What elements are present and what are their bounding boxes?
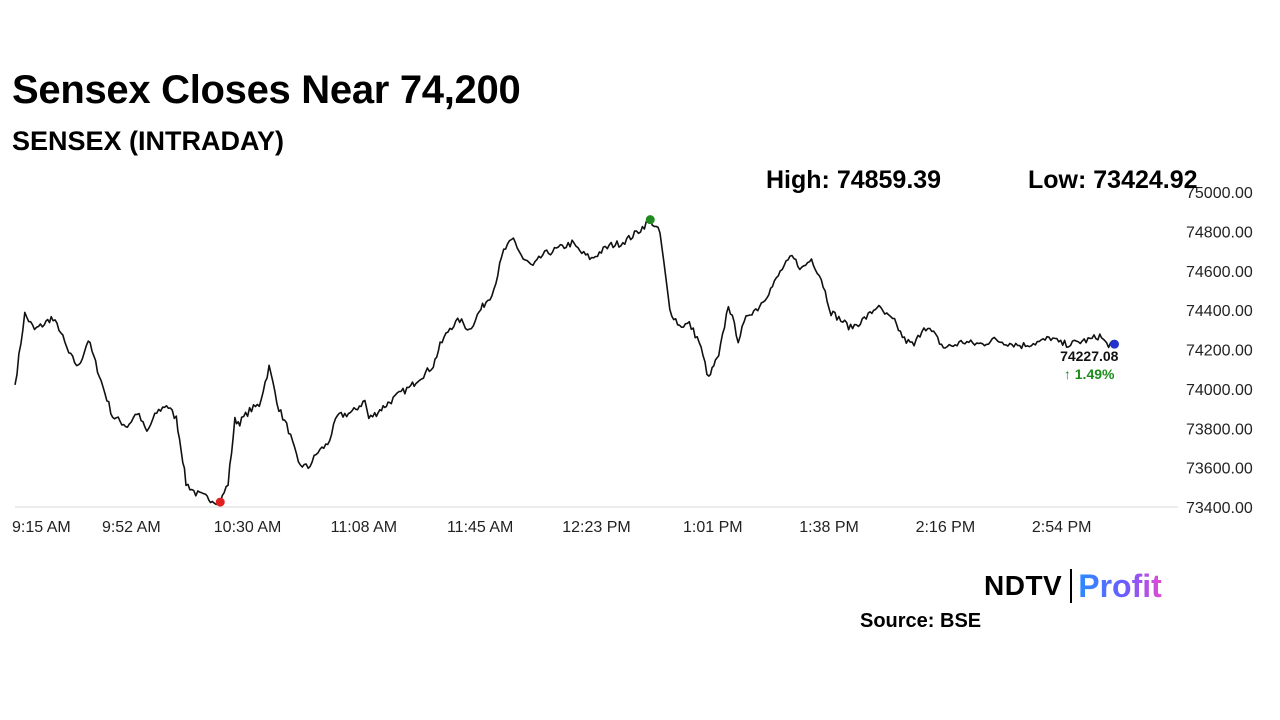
x-tick-label: 9:15 AM bbox=[12, 519, 71, 536]
logo-divider bbox=[1070, 569, 1073, 603]
source-note: Source: BSE bbox=[860, 610, 982, 632]
logo-ndtv-text: NDTV bbox=[984, 570, 1063, 601]
y-tick-label: 74600.00 bbox=[1186, 264, 1253, 281]
last-value-marker bbox=[1109, 339, 1119, 349]
low-label: Low: 73424.92 bbox=[1028, 166, 1198, 194]
logo-profit-text: Profit bbox=[1078, 567, 1162, 604]
y-tick-label: 74200.00 bbox=[1186, 343, 1253, 360]
sensex-series-line bbox=[14, 217, 1116, 506]
y-tick-label: 74000.00 bbox=[1186, 382, 1253, 399]
y-tick-label: 74800.00 bbox=[1186, 224, 1253, 241]
chart-subtitle: SENSEX (INTRADAY) bbox=[12, 126, 285, 156]
x-tick-label: 12:23 PM bbox=[562, 519, 630, 536]
x-tick-label: 11:08 AM bbox=[331, 519, 397, 536]
change-percent-label: ↑ 1.49% bbox=[1064, 366, 1115, 382]
y-tick-label: 73600.00 bbox=[1186, 461, 1253, 478]
high-marker bbox=[645, 215, 655, 225]
chart-title: Sensex Closes Near 74,200 bbox=[12, 68, 521, 112]
y-tick-label: 75000.00 bbox=[1186, 185, 1253, 202]
x-tick-label: 2:54 PM bbox=[1032, 519, 1092, 536]
x-tick-label: 1:01 PM bbox=[683, 519, 743, 536]
low-marker bbox=[215, 497, 225, 507]
high-label: High: 74859.39 bbox=[766, 166, 942, 194]
x-tick-label: 11:45 AM bbox=[447, 519, 513, 536]
y-tick-label: 74400.00 bbox=[1186, 303, 1253, 320]
x-tick-label: 10:30 AM bbox=[214, 519, 282, 536]
y-tick-label: 73800.00 bbox=[1186, 421, 1253, 438]
last-value-label: 74227.08 bbox=[1060, 348, 1119, 364]
ndtv-profit-logo: NDTV Profit bbox=[984, 566, 1162, 606]
x-tick-label: 9:52 AM bbox=[102, 519, 161, 536]
x-tick-label: 1:38 PM bbox=[799, 519, 859, 536]
y-tick-label: 73400.00 bbox=[1186, 500, 1253, 517]
x-tick-label: 2:16 PM bbox=[916, 519, 976, 536]
